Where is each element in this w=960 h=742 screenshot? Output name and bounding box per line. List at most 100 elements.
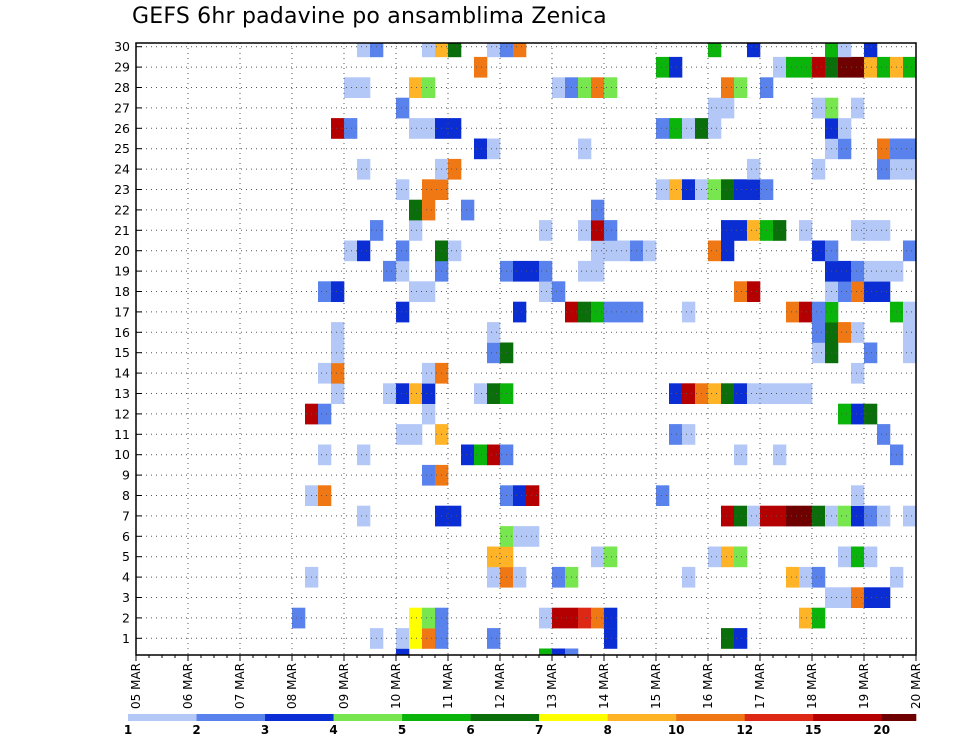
heatmap-cell xyxy=(422,77,436,98)
heatmap-cell xyxy=(864,260,878,282)
x-tick-label: 14 MAR xyxy=(597,663,611,709)
heatmap-cell xyxy=(812,240,826,262)
heatmap-cell xyxy=(513,43,527,58)
heatmap-cell xyxy=(734,546,748,568)
heatmap-cell xyxy=(318,362,332,384)
heatmap-cell xyxy=(786,383,800,404)
heatmap-cell xyxy=(747,505,761,527)
heatmap-cell xyxy=(487,138,501,160)
heatmap-cell xyxy=(422,179,436,200)
heatmap-cell xyxy=(877,260,891,282)
y-tick-label: 25 xyxy=(114,141,130,156)
heatmap-cell xyxy=(747,43,761,58)
heatmap-cell xyxy=(539,220,553,241)
y-tick-label: 2 xyxy=(122,610,130,625)
y-tick-label: 13 xyxy=(114,386,130,401)
colorbar-segment xyxy=(333,714,403,721)
y-tick-label: 6 xyxy=(122,529,130,544)
heatmap-cell xyxy=(669,383,683,404)
heatmap-cell xyxy=(409,199,423,221)
heatmap-cell xyxy=(422,43,436,58)
colorbar-segment xyxy=(676,714,745,721)
heatmap-cell xyxy=(682,566,696,588)
heatmap-cell xyxy=(734,383,748,404)
heatmap-cell xyxy=(799,220,813,241)
heatmap-cell xyxy=(591,220,605,241)
heatmap-cell xyxy=(799,301,813,323)
heatmap-cell xyxy=(903,138,917,160)
y-tick-label: 20 xyxy=(114,243,130,258)
heatmap-cell xyxy=(552,566,566,588)
heatmap-cell xyxy=(708,240,722,262)
y-tick-label: 5 xyxy=(122,549,130,564)
heatmap-cell xyxy=(396,383,410,404)
heatmap-cell xyxy=(578,260,592,282)
colorbar-label: 8 xyxy=(603,723,611,737)
y-tick-label: 21 xyxy=(114,223,130,238)
heatmap-cell xyxy=(552,281,566,302)
heatmap-cell xyxy=(838,403,852,425)
heatmap-cell xyxy=(708,383,722,404)
x-tick-label: 08 MAR xyxy=(285,663,299,709)
heatmap-cell xyxy=(864,56,878,78)
heatmap-cell xyxy=(487,444,501,466)
heatmap-cell xyxy=(903,56,917,78)
heatmap-cell xyxy=(357,240,371,262)
heatmap-cell xyxy=(864,43,878,58)
heatmap-cell xyxy=(812,301,826,323)
x-tick-label: 18 MAR xyxy=(805,663,819,709)
heatmap-cell xyxy=(734,628,748,649)
grid-layer xyxy=(136,43,916,655)
y-tick-label: 3 xyxy=(122,590,130,605)
colorbar-label: 2 xyxy=(192,723,200,737)
heatmap-cell xyxy=(513,526,527,547)
y-tick-label: 19 xyxy=(114,264,130,279)
heatmap-cell xyxy=(513,566,527,588)
heatmap-cell xyxy=(487,566,501,588)
heatmap-cell xyxy=(617,240,631,262)
x-tick-label: 12 MAR xyxy=(493,663,507,709)
heatmap-cell xyxy=(409,220,423,241)
heatmap-cell xyxy=(812,158,826,180)
heatmap-cell xyxy=(422,281,436,302)
heatmap-cell xyxy=(721,505,735,527)
x-tick-label: 20 MAR xyxy=(909,663,923,709)
heatmap-cell xyxy=(786,301,800,323)
colorbar-segment xyxy=(128,714,197,721)
heatmap-cell xyxy=(669,56,683,78)
heatmap-cell xyxy=(851,505,865,527)
heatmap-cell xyxy=(357,77,371,98)
heatmap-cell xyxy=(357,158,371,180)
heatmap-cell xyxy=(734,505,748,527)
heatmap-cell xyxy=(487,43,501,58)
heatmap-cell xyxy=(370,43,384,58)
heatmap-cell xyxy=(604,77,618,98)
heatmap-cell xyxy=(799,56,813,78)
y-tick-label: 18 xyxy=(114,284,130,299)
heatmap-cell xyxy=(422,464,436,486)
heatmap-cell xyxy=(721,240,735,262)
heatmap-cell xyxy=(747,158,761,180)
heatmap-cell xyxy=(331,118,345,139)
heatmap-cell xyxy=(409,77,423,98)
heatmap-cell xyxy=(474,444,488,466)
x-tick-label: 07 MAR xyxy=(233,663,247,709)
chart-title: GEFS 6hr padavine po ansamblima Zenica xyxy=(132,4,607,29)
heatmap-cell xyxy=(604,546,618,568)
x-tick-label: 11 MAR xyxy=(441,663,455,709)
heatmap-cell xyxy=(513,301,527,323)
heatmap-cell xyxy=(838,56,852,78)
heatmap-cell xyxy=(409,281,423,302)
heatmap-cell xyxy=(591,301,605,323)
heatmap-cell xyxy=(903,240,917,262)
heatmap-cell xyxy=(331,383,345,404)
heatmap-cell xyxy=(708,43,722,58)
heatmap-cell xyxy=(487,383,501,404)
heatmap-cell xyxy=(487,546,501,568)
y-tick-label: 23 xyxy=(114,182,130,197)
heatmap-cell xyxy=(669,424,683,445)
x-tick-label: 16 MAR xyxy=(701,663,715,709)
y-tick-label: 30 xyxy=(114,39,130,54)
heatmap-cell xyxy=(903,322,917,343)
heatmap-cell xyxy=(734,77,748,98)
